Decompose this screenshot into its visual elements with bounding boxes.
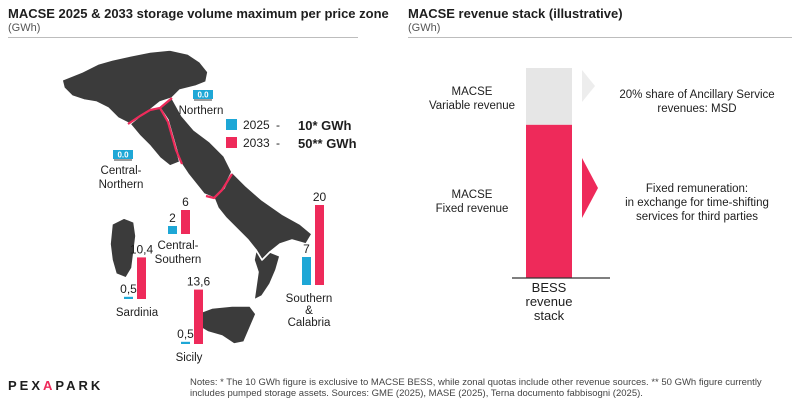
fixed-annotation-1: Fixed remuneration: [646,183,748,195]
fixed-label-2: Fixed revenue [436,203,509,215]
legend-year-2033: 2033 [243,136,270,150]
badge-2025-northern [193,90,213,99]
map-sardinia-zone [109,217,137,279]
variable-label-2: Variable revenue [429,100,515,112]
bar-2025-sicily [181,341,190,344]
zone-label-northern: Northern [179,105,224,117]
logo-part-a: A [43,378,56,393]
footnotes: Notes: * The 10 GWh figure is exclusive … [190,377,762,399]
variable-annotation-2: revenues: MSD [657,103,736,115]
fixed-annotation-arrow [582,158,598,218]
right-chart-unit: (GWh) [408,22,441,34]
badge-2025-central-northern [113,150,133,159]
chart-legend: 2025 - 10* GWh 2033 - 50** GWh [226,118,357,151]
zone-label-central-northern-1: Central- [101,165,142,177]
bar-2025-sardinia [124,296,133,299]
fixed-label-1: MACSE [452,189,493,201]
zone-label-central-southern-2: Southern [155,254,202,266]
legend-total-2025: 10* GWh [298,118,352,133]
left-chart-unit: (GWh) [8,22,41,34]
border-north-center [127,97,173,125]
fixed-annotation-3: services for third parties [636,211,758,223]
legend-sep-2033: - [276,136,280,150]
zone-borders [127,97,233,200]
revenue-stack-chart: MACSE Variable revenue MACSE Fixed reven… [429,68,775,323]
variable-annotation-1: 20% share of Ancillary Service [619,89,774,101]
value-label-2025-central-southern: 2 [169,211,176,225]
value-label-2033-sardinia: 10,4 [130,242,154,256]
zone-label-southern-1: Southern [286,293,333,305]
stack-xlabel-2: revenue [526,294,573,309]
legend-total-2033: 50** GWh [298,136,357,151]
zone-label-sicily: Sicily [176,352,203,364]
stack-segment-variable [526,68,572,125]
left-title-rule [8,37,358,38]
pexapark-logo: PEXAPARK [8,378,103,393]
value-label-2025-sardinia: 0,5 [120,282,137,296]
left-chart-title: MACSE 2025 & 2033 storage volume maximum… [8,6,389,21]
map-calabria-zone [253,249,281,301]
right-title-rule [408,37,792,38]
variable-annotation-arrow [582,70,595,102]
zone-label-central-southern-1: Central- [158,240,199,252]
variable-label-1: MACSE [452,86,493,98]
fixed-annotation-2: in exchange for time-shifting [625,197,769,209]
legend-sep-2025: - [276,118,280,132]
italy-map [61,49,313,345]
value-label-2033-central-southern: 6 [182,195,189,209]
right-chart-title: MACSE revenue stack (illustrative) [408,6,623,21]
legend-year-2025: 2025 [243,118,270,132]
border-cnorth-csouth [159,107,184,165]
value-label-2033-southern-calabria: 20 [313,190,327,204]
stack-xlabel-3: stack [534,308,565,323]
logo-part-pe: PE [8,378,32,393]
bar-2025-southern-calabria [302,257,311,285]
legend-swatch-2033 [226,137,237,148]
bar-2033-sicily [194,289,203,344]
bar-2025-central-southern [168,226,177,234]
stack-xlabel-1: BESS [532,280,567,295]
zone-volume-chart: 0.0 0.0 26 0,5 10,4 0,5 13,6 7 20 Northern Centr… [61,49,357,364]
zone-label-sardinia: Sardinia [116,307,159,319]
border-csouth-south [205,173,233,200]
legend-swatch-2025 [226,119,237,130]
map-northern-zone [61,49,209,125]
value-label-2033-sicily: 13,6 [187,275,211,289]
zone-label-southern-3: Calabria [288,317,331,329]
map-southern-zone [213,171,313,261]
logo-part-park: PARK [55,378,104,393]
zone-label-southern-2: & [305,305,313,317]
stack-segment-fixed [526,124,572,278]
bar-2033-southern-calabria [315,205,324,285]
logo-part-x: X [31,378,44,393]
zone-label-central-northern-2: Northern [99,179,144,191]
value-label-2025-sicily: 0,5 [177,327,194,341]
bar-2033-central-southern [181,210,190,234]
value-label-2025-northern: 0.0 [197,91,209,100]
map-sicily-zone [195,305,257,345]
bar-2033-sardinia [137,257,146,299]
value-label-2025-central-northern: 0.0 [117,151,129,160]
value-label-2025-southern-calabria: 7 [303,242,310,256]
